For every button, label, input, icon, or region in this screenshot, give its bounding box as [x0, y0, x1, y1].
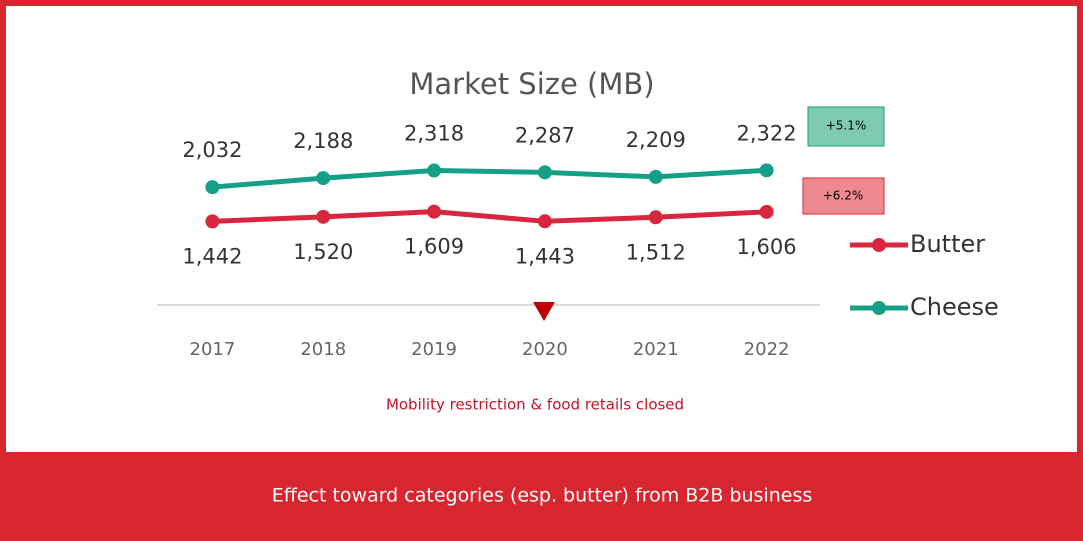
panel: [6, 6, 1077, 452]
series-line: [212, 167, 767, 190]
data-point: [648, 169, 663, 184]
legend-marker: [872, 301, 886, 315]
butter-growth: +6.2%: [823, 189, 864, 203]
event-marker: [533, 302, 555, 321]
data-point: [316, 209, 331, 224]
data-label: 1,609: [404, 235, 464, 259]
data-point: [427, 163, 442, 178]
data-point: [537, 165, 552, 180]
legend-label: Butter: [910, 230, 985, 258]
x-tick-label: 2018: [300, 339, 346, 360]
data-label: 1,606: [737, 235, 797, 259]
data-label: 2,318: [404, 122, 464, 146]
event-note: Mobility restriction & food retails clos…: [386, 396, 684, 414]
data-label: 2,287: [515, 123, 575, 147]
cheese-growth: +5.1%: [826, 119, 867, 133]
x-tick-label: 2017: [190, 339, 236, 360]
data-label: 2,209: [626, 128, 686, 152]
data-label: 2,322: [737, 121, 797, 145]
data-point: [537, 214, 552, 229]
data-label: 1,443: [515, 244, 575, 268]
legend-label: Cheese: [910, 293, 999, 321]
cheese-growth-box: [807, 106, 885, 147]
data-label: 2,188: [293, 129, 353, 153]
legend-marker: [872, 238, 886, 252]
footer: Effect toward categories (esp. butter) f…: [272, 485, 813, 507]
x-tick-label: 2022: [744, 339, 790, 360]
data-point: [759, 204, 774, 219]
data-point: [205, 180, 220, 195]
butter-growth-box: [802, 177, 885, 215]
data-point: [205, 214, 220, 229]
chart-title: Market Size (MB): [409, 67, 654, 101]
series-line: [212, 209, 767, 224]
data-point: [316, 171, 331, 186]
data-label: 1,520: [293, 240, 353, 264]
x-tick-label: 2019: [411, 339, 457, 360]
data-point: [759, 163, 774, 178]
data-point: [648, 210, 663, 225]
data-label: 2,032: [182, 138, 242, 162]
data-label: 1,442: [182, 244, 242, 268]
data-point: [427, 204, 442, 219]
x-tick-label: 2020: [522, 339, 568, 360]
x-tick-label: 2021: [633, 339, 679, 360]
data-label: 1,512: [626, 240, 686, 264]
